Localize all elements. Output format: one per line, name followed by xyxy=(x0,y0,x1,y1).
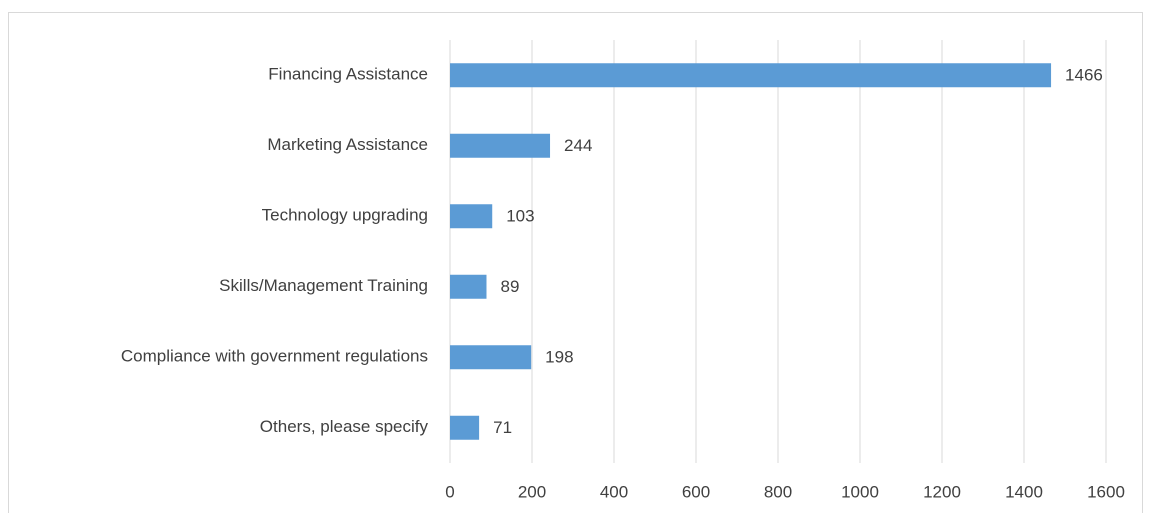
y-tick-label: Financing Assistance xyxy=(268,65,428,84)
x-tick-label: 600 xyxy=(682,482,710,501)
y-tick-label: Technology upgrading xyxy=(262,206,428,225)
x-tick-label: 800 xyxy=(764,482,792,501)
x-tick-label: 0 xyxy=(445,482,454,501)
bar xyxy=(450,63,1052,88)
data-label: 71 xyxy=(493,418,512,437)
y-tick-label: Others, please specify xyxy=(260,417,429,436)
data-label: 198 xyxy=(545,348,573,367)
y-tick-label: Skills/Management Training xyxy=(219,276,428,295)
y-tick-label: Marketing Assistance xyxy=(267,135,428,154)
bar xyxy=(450,204,493,229)
x-tick-label: 1000 xyxy=(841,482,879,501)
bar xyxy=(450,274,487,299)
data-label: 1466 xyxy=(1065,66,1103,85)
bar xyxy=(450,133,551,158)
x-tick-label: 1600 xyxy=(1087,482,1125,501)
data-label: 244 xyxy=(564,136,592,155)
data-label: 89 xyxy=(500,277,519,296)
y-tick-label: Compliance with government regulations xyxy=(121,347,428,366)
chart-border xyxy=(8,12,1143,513)
x-tick-label: 200 xyxy=(518,482,546,501)
x-tick-label: 400 xyxy=(600,482,628,501)
bar xyxy=(450,345,532,370)
data-label: 103 xyxy=(506,207,534,226)
bar xyxy=(450,415,480,440)
x-tick-label: 1400 xyxy=(1005,482,1043,501)
x-tick-label: 1200 xyxy=(923,482,961,501)
